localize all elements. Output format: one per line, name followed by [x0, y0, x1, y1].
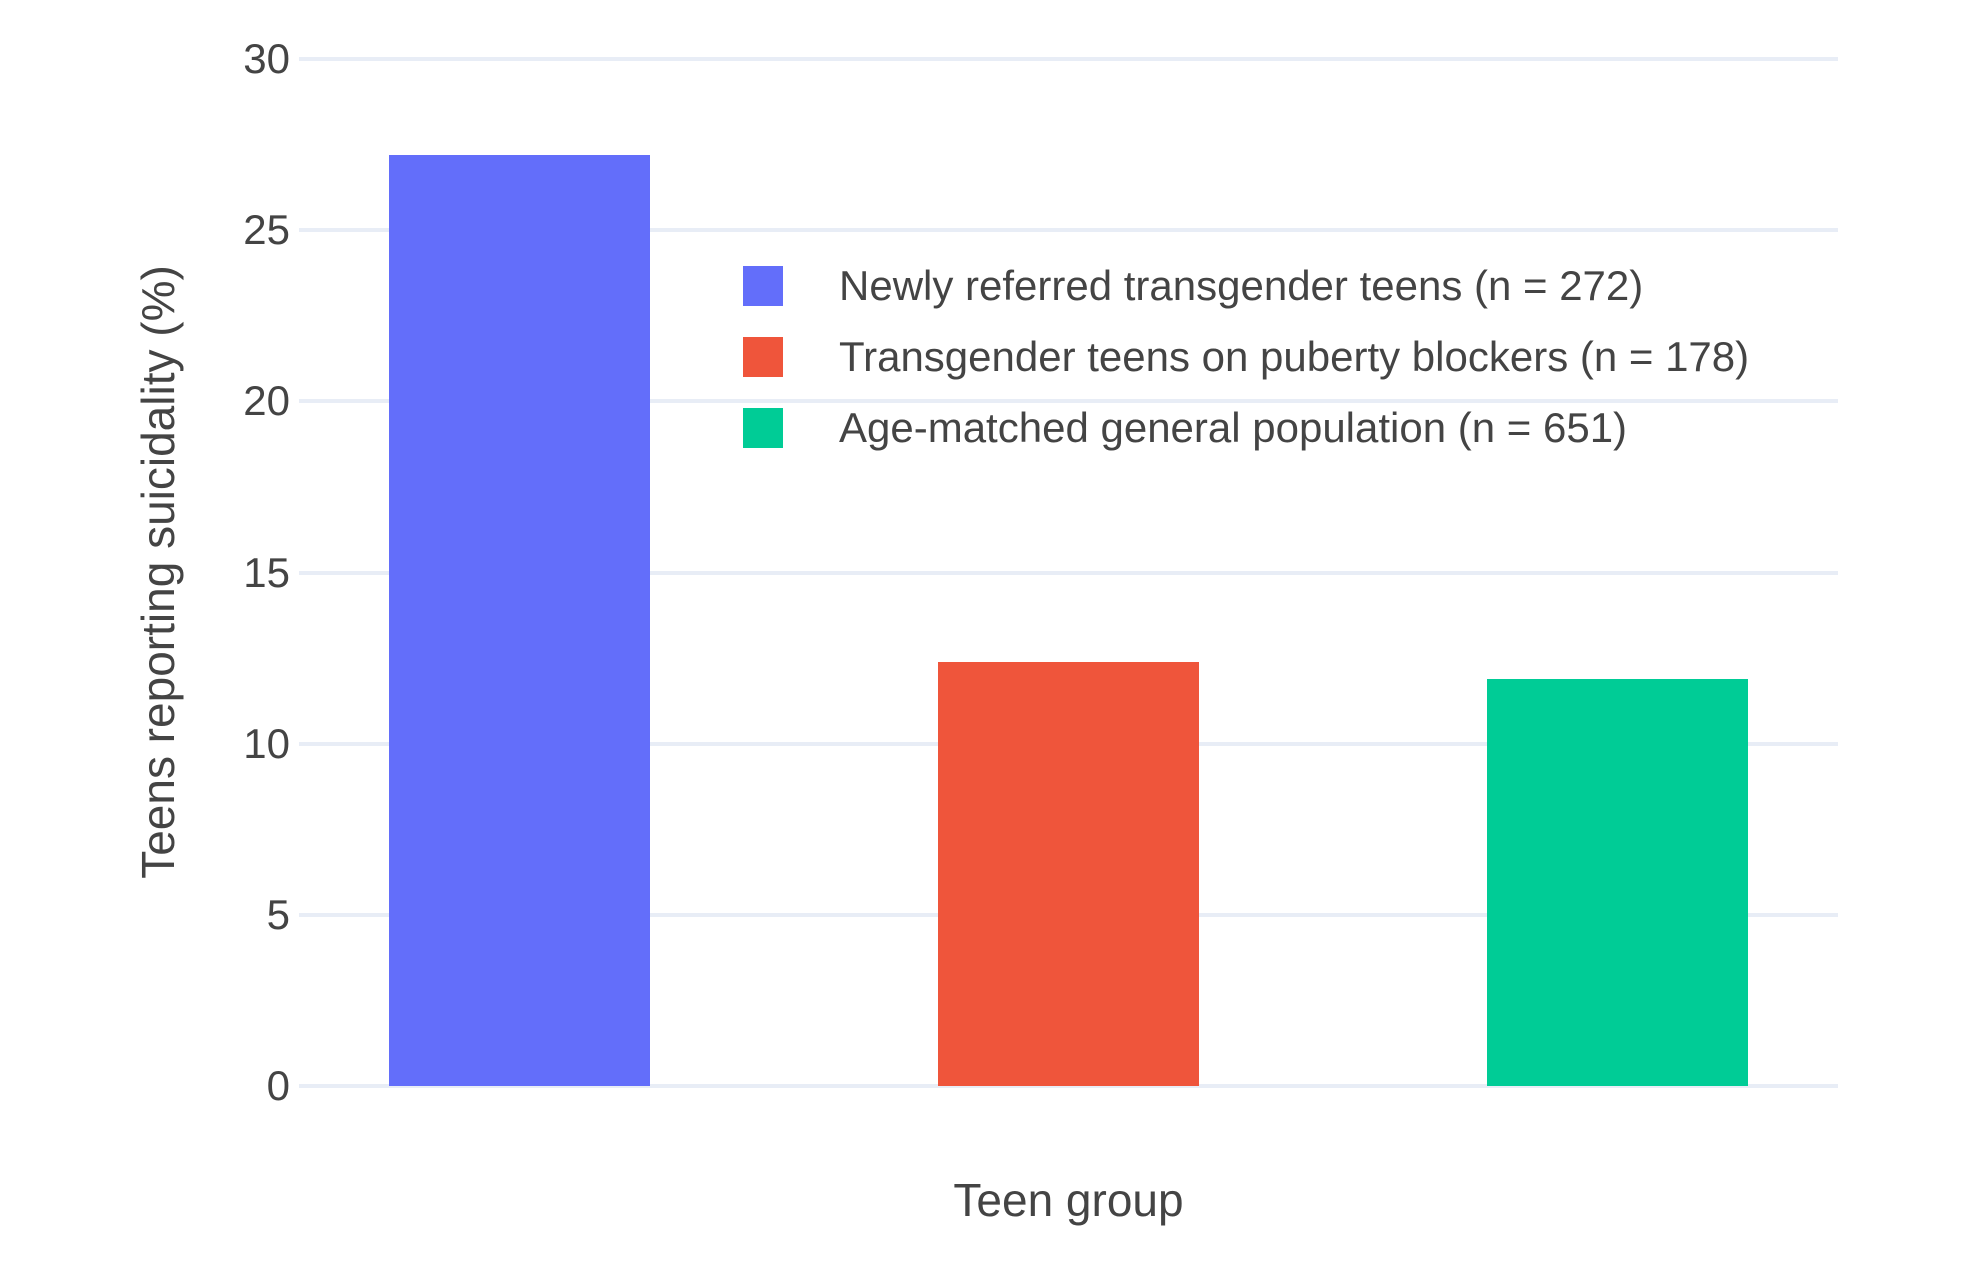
legend-label-2: Transgender teens on puberty blockers (n… [839, 333, 1750, 380]
gridline-y-20 [299, 399, 1838, 404]
legend: Newly referred transgender teens (n = 27… [743, 263, 1749, 476]
y-tick-label-20: 20 [243, 377, 290, 425]
legend-item-3[interactable]: Age-matched general population (n = 651) [743, 405, 1749, 451]
y-tick-label-0: 0 [266, 1062, 290, 1109]
bar-1[interactable] [389, 154, 650, 1086]
y-tick-label-10: 10 [243, 719, 290, 767]
legend-label-3: Age-matched general population (n = 651) [839, 404, 1628, 451]
legend-item-1[interactable]: Newly referred transgender teens (n = 27… [743, 263, 1749, 309]
y-tick-label-15: 15 [243, 548, 290, 596]
legend-item-2[interactable]: Transgender teens on puberty blockers (n… [743, 334, 1749, 380]
x-axis-title: Teen group [953, 1174, 1184, 1226]
gridline-y-25 [299, 228, 1838, 233]
gridline-y-30 [299, 57, 1838, 61]
y-tick-label-5: 5 [266, 890, 290, 938]
legend-label-1: Newly referred transgender teens (n = 27… [839, 262, 1644, 309]
legend-swatch-1 [743, 266, 783, 306]
y-tick-label-25: 25 [243, 206, 290, 254]
legend-swatch-3 [743, 408, 783, 448]
plot-area [299, 57, 1838, 1088]
y-tick-label-30: 30 [243, 35, 290, 82]
gridline-y-0 [299, 1084, 1838, 1088]
bar-2[interactable] [938, 661, 1199, 1086]
legend-swatch-2 [743, 337, 783, 377]
bar-3[interactable] [1487, 678, 1748, 1086]
gridline-y-15 [299, 570, 1838, 575]
